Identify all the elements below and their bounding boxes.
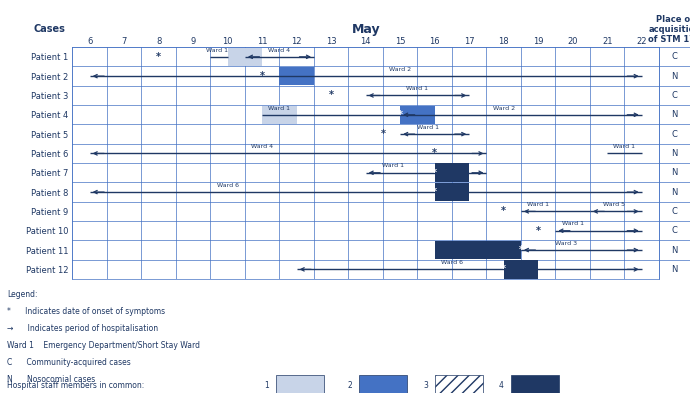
- Bar: [276, 375, 324, 393]
- Text: N: N: [671, 265, 678, 274]
- Bar: [228, 48, 262, 66]
- Text: N: N: [671, 187, 678, 196]
- Text: Ward 1: Ward 1: [562, 222, 584, 226]
- Text: Ward 6: Ward 6: [441, 260, 463, 265]
- Text: 4: 4: [499, 381, 504, 390]
- Bar: [435, 163, 469, 182]
- Text: *: *: [397, 110, 403, 120]
- Bar: [511, 375, 559, 393]
- Text: C: C: [671, 52, 678, 61]
- Text: →      Indicates period of hospitalisation: → Indicates period of hospitalisation: [7, 324, 158, 333]
- Text: Cases: Cases: [34, 24, 66, 35]
- Text: N: N: [671, 168, 678, 177]
- Bar: [279, 67, 314, 85]
- Text: May: May: [351, 23, 380, 36]
- Text: *: *: [501, 206, 506, 217]
- Bar: [359, 375, 407, 393]
- Text: C      Community-acquired cases: C Community-acquired cases: [7, 358, 130, 367]
- Text: Ward 6: Ward 6: [217, 183, 239, 188]
- Bar: [435, 241, 521, 259]
- Text: *      Indicates date of onset of symptoms: * Indicates date of onset of symptoms: [7, 307, 165, 316]
- Text: *: *: [535, 226, 541, 236]
- Text: Ward 1: Ward 1: [441, 241, 463, 246]
- Text: C: C: [671, 91, 678, 100]
- Text: C: C: [671, 207, 678, 216]
- Text: Ward 1: Ward 1: [417, 125, 439, 130]
- Text: Ward 1: Ward 1: [206, 48, 228, 53]
- Text: Ward 1: Ward 1: [613, 144, 635, 149]
- Bar: [262, 105, 297, 124]
- Text: *: *: [432, 149, 437, 158]
- Text: Ward 3: Ward 3: [555, 241, 577, 246]
- Text: Ward 1: Ward 1: [406, 86, 428, 91]
- Text: Ward 2: Ward 2: [493, 106, 515, 110]
- Text: Ward 4: Ward 4: [268, 48, 290, 53]
- Bar: [400, 105, 435, 124]
- Text: C: C: [671, 130, 678, 139]
- Text: Ward 1: Ward 1: [382, 163, 404, 169]
- Text: *: *: [432, 187, 437, 197]
- Text: Place of
acquisition
of STM 170: Place of acquisition of STM 170: [648, 15, 690, 44]
- Text: 2: 2: [347, 381, 352, 390]
- Text: *: *: [380, 129, 386, 139]
- Text: N: N: [671, 246, 678, 255]
- Text: Ward 4: Ward 4: [251, 144, 273, 149]
- Text: N: N: [671, 110, 678, 119]
- Text: C: C: [671, 226, 678, 235]
- Text: Hospital staff members in common:: Hospital staff members in common:: [7, 381, 144, 390]
- Text: N: N: [671, 72, 678, 81]
- Text: Ward 1: Ward 1: [527, 202, 549, 207]
- Text: Legend:: Legend:: [7, 290, 37, 299]
- Text: *: *: [501, 264, 506, 274]
- Text: 1: 1: [264, 381, 269, 390]
- Text: 3: 3: [423, 381, 428, 390]
- Text: *: *: [156, 52, 161, 62]
- Text: Ward 1    Emergency Department/Short Stay Ward: Ward 1 Emergency Department/Short Stay W…: [7, 341, 200, 350]
- Text: Ward 2: Ward 2: [389, 67, 411, 72]
- Text: *: *: [259, 71, 265, 81]
- Text: *: *: [432, 168, 437, 178]
- Text: N: N: [671, 149, 678, 158]
- Bar: [435, 375, 483, 393]
- Text: Ward 1: Ward 1: [268, 106, 290, 110]
- Text: *: *: [328, 90, 334, 101]
- Bar: [504, 260, 538, 279]
- Text: Ward 5: Ward 5: [603, 202, 625, 207]
- Bar: [435, 183, 469, 201]
- Text: *: *: [518, 245, 524, 255]
- Text: N      Nosocomial cases: N Nosocomial cases: [7, 375, 95, 384]
